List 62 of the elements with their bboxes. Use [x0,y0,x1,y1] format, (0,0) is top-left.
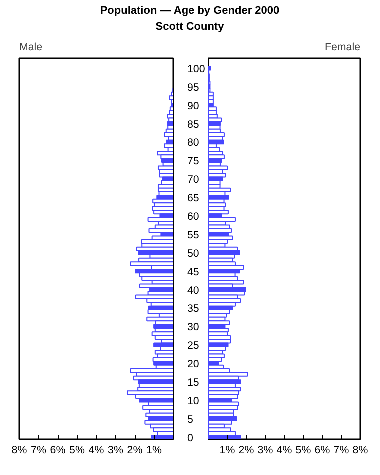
x-tick-label: 2% [127,444,144,456]
bar [164,144,174,148]
x-tick-label: 7% [31,444,47,456]
y-tick-label: 25 [188,340,200,352]
chart-title: Population — Age by Gender 2000 [100,5,280,17]
y-tick-label: 85 [188,118,200,131]
y-tick-label: 75 [188,156,200,168]
bar [140,284,174,288]
bar [154,342,174,348]
y-tick-label: 95 [188,82,200,94]
y-tick-label: 15 [188,376,200,389]
x-tick-label: 1% [146,444,162,456]
x-tick-label: 8% [12,444,28,456]
y-tick-label: 70 [188,174,200,186]
bar [169,96,174,100]
x-tick-label: 4% [276,444,293,456]
bar [208,380,242,384]
bar [153,428,174,432]
x-tick-label: 1% [220,444,236,456]
bar [208,66,212,71]
bar [168,136,174,141]
bar [208,154,225,160]
y-tick-label: 40 [188,284,200,297]
y-tick-label: 35 [188,303,200,316]
x-tick-label: 2% [238,444,255,456]
x-tick-label: 7% [334,444,350,456]
bar [208,372,248,377]
x-tick-label: 6% [314,444,331,456]
bar [208,342,229,348]
bar [144,420,174,425]
x-tick-label: 3% [108,444,124,456]
text: Male [20,42,43,54]
y-tick-label: 80 [188,137,200,150]
y-tick-label: 20 [188,358,200,371]
x-tick-label: 6% [50,444,66,456]
y-tick-label: 65 [188,192,200,205]
chart-subtitle: Scott County [156,20,224,33]
x-tick-label: 5% [296,444,312,456]
y-tick-label: 50 [188,248,200,260]
x-tick-label: 4% [88,444,105,456]
bar [167,114,174,119]
x-tick-label: 3% [258,444,274,456]
bar [208,166,228,170]
bar [208,291,246,296]
y-tick-label: 45 [188,266,200,278]
y-tick-label: 55 [188,229,200,242]
y-tick-label: 100 [188,63,206,76]
bar [208,195,230,200]
y-tick-label: 30 [188,322,200,334]
x-tick-label: 8% [352,444,369,456]
bar [151,434,174,440]
y-tick-label: 90 [188,100,200,112]
text: Female [324,42,361,54]
y-tick-label: 5 [188,414,194,426]
y-tick-label: 0 [188,432,194,444]
y-tick-label: 10 [188,395,200,408]
bar [208,434,242,440]
bar [130,262,174,266]
bar [159,173,174,178]
bar [208,320,230,326]
x-tick-label: 5% [70,444,86,456]
y-tick-label: 60 [188,210,200,223]
